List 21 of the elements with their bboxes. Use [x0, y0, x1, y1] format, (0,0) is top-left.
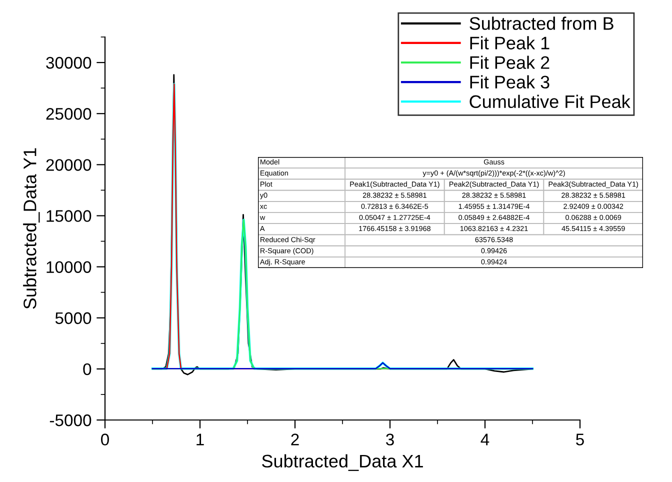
legend-label: Fit Peak 1: [470, 36, 550, 50]
x-axis-title: Subtracted_Data X1: [262, 454, 423, 471]
y-axis-title: Subtracted_Data Y1: [23, 148, 40, 309]
y-tick-label: 25000: [46, 108, 92, 120]
y-tick-label: 15000: [46, 210, 92, 222]
y-tick-label: -5000: [50, 414, 92, 426]
y-tick-label: 10000: [46, 261, 92, 274]
x-tick-label: 4: [480, 434, 490, 446]
y-tick-label: 20000: [46, 159, 92, 171]
y-tick-label: 5000: [55, 312, 92, 324]
legend-label: Fit Peak 2: [470, 56, 550, 69]
legend-label: Subtracted from B: [470, 16, 614, 30]
x-tick-label: 2: [291, 434, 299, 446]
x-tick-label: 0: [101, 434, 109, 446]
x-tick-label: 1: [196, 434, 204, 446]
legend-label: Fit Peak 3: [470, 75, 550, 89]
x-tick-label: 3: [386, 434, 394, 446]
legend-label: Cumulative Fit Peak: [470, 94, 630, 108]
y-tick-label: 0: [83, 363, 92, 376]
x-tick-label: 5: [576, 434, 584, 446]
y-tick-label: 30000: [46, 56, 92, 69]
